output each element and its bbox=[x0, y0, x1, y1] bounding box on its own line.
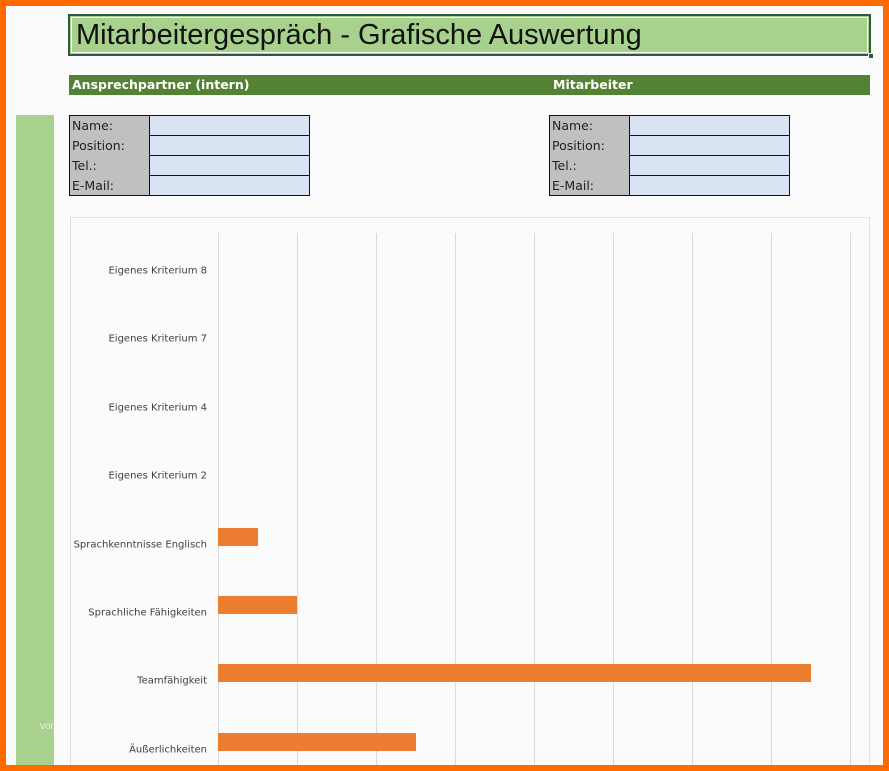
sidebar-text: vor bbox=[40, 721, 54, 732]
name-field[interactable] bbox=[149, 115, 310, 136]
phone-label: Tel.: bbox=[549, 155, 630, 176]
position-label: Position: bbox=[549, 135, 630, 156]
position-field[interactable] bbox=[149, 135, 310, 156]
data-bar[interactable] bbox=[218, 664, 811, 683]
section-title-contact-internal: Ansprechpartner (intern) bbox=[72, 77, 250, 92]
chart-plot-area bbox=[218, 233, 851, 765]
table-row: Tel.: bbox=[69, 155, 310, 176]
gridline bbox=[692, 233, 693, 765]
phone-field[interactable] bbox=[149, 155, 310, 176]
email-field[interactable] bbox=[149, 175, 310, 196]
category-label: Eigenes Kriterium 2 bbox=[108, 470, 207, 482]
bar-chart[interactable]: Eigenes Kriterium 8 Eigenes Kriterium 7 Ei… bbox=[70, 217, 870, 765]
name-label: Name: bbox=[69, 115, 150, 136]
table-row: Tel.: bbox=[549, 155, 790, 176]
gridline bbox=[297, 233, 298, 765]
email-field[interactable] bbox=[629, 175, 790, 196]
phone-field[interactable] bbox=[629, 155, 790, 176]
data-bar[interactable] bbox=[218, 732, 416, 751]
phone-label: Tel.: bbox=[69, 155, 150, 176]
gridline bbox=[218, 233, 219, 765]
category-label: Eigenes Kriterium 8 bbox=[108, 265, 207, 277]
gridline bbox=[613, 233, 614, 765]
email-label: E-Mail: bbox=[69, 175, 150, 196]
table-row: E-Mail: bbox=[549, 175, 790, 196]
contact-table-employee: Name: Position: Tel.: E-Mail: bbox=[549, 115, 790, 196]
category-label: Äußerlichkeiten bbox=[129, 744, 207, 756]
table-row: Name: bbox=[69, 115, 310, 136]
name-field[interactable] bbox=[629, 115, 790, 136]
green-side-strip: vor bbox=[16, 115, 54, 765]
gridline bbox=[850, 233, 851, 765]
gridline bbox=[455, 233, 456, 765]
category-label: Eigenes Kriterium 4 bbox=[108, 402, 207, 414]
spreadsheet-sheet: vor Mitarbeitergespräch - Grafische Ausw… bbox=[6, 6, 883, 765]
name-label: Name: bbox=[549, 115, 630, 136]
category-label: Eigenes Kriterium 7 bbox=[108, 333, 207, 345]
contact-table-internal: Name: Position: Tel.: E-Mail: bbox=[69, 115, 310, 196]
table-row: E-Mail: bbox=[69, 175, 310, 196]
page-title: Mitarbeitergespräch - Grafische Auswertu… bbox=[76, 19, 642, 51]
gridline bbox=[771, 233, 772, 765]
category-label: Sprachkenntnisse Englisch bbox=[73, 539, 207, 551]
category-label: Sprachliche Fähigkeiten bbox=[88, 607, 207, 619]
section-header-bar: Ansprechpartner (intern) Mitarbeiter bbox=[69, 75, 870, 95]
table-row: Position: bbox=[69, 135, 310, 156]
table-row: Position: bbox=[549, 135, 790, 156]
data-bar[interactable] bbox=[218, 527, 258, 546]
gridline bbox=[534, 233, 535, 765]
cell-fill-handle[interactable] bbox=[868, 53, 874, 59]
category-label: Teamfähigkeit bbox=[137, 675, 207, 687]
position-field[interactable] bbox=[629, 135, 790, 156]
table-row: Name: bbox=[549, 115, 790, 136]
title-cell[interactable]: Mitarbeitergespräch - Grafische Auswertu… bbox=[68, 14, 874, 59]
section-title-employee: Mitarbeiter bbox=[553, 77, 633, 92]
email-label: E-Mail: bbox=[549, 175, 630, 196]
position-label: Position: bbox=[69, 135, 150, 156]
data-bar[interactable] bbox=[218, 596, 297, 614]
gridline bbox=[376, 233, 377, 765]
